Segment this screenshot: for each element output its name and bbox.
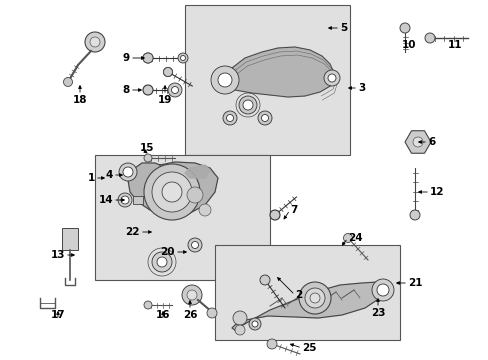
- Circle shape: [63, 77, 72, 86]
- Text: 2: 2: [294, 290, 302, 300]
- Circle shape: [85, 32, 105, 52]
- Circle shape: [309, 293, 319, 303]
- Circle shape: [142, 85, 153, 95]
- Circle shape: [119, 163, 137, 181]
- Circle shape: [223, 111, 237, 125]
- Circle shape: [191, 242, 198, 248]
- Text: 26: 26: [183, 310, 197, 320]
- Circle shape: [163, 68, 172, 77]
- Bar: [215, 245, 399, 340]
- Circle shape: [243, 100, 252, 110]
- Text: 9: 9: [122, 53, 130, 63]
- Bar: [95, 155, 269, 280]
- Circle shape: [182, 285, 202, 305]
- Text: 6: 6: [427, 137, 434, 147]
- Text: 18: 18: [73, 95, 87, 105]
- Circle shape: [239, 96, 257, 114]
- Circle shape: [218, 73, 231, 87]
- Circle shape: [206, 308, 217, 318]
- Circle shape: [199, 204, 210, 216]
- Text: 1: 1: [87, 173, 95, 183]
- Circle shape: [152, 252, 172, 272]
- Text: 5: 5: [339, 23, 346, 33]
- Circle shape: [343, 234, 352, 243]
- Text: 24: 24: [347, 233, 362, 243]
- Circle shape: [298, 282, 330, 314]
- Circle shape: [152, 172, 192, 212]
- Text: 16: 16: [156, 310, 170, 320]
- Text: 23: 23: [370, 308, 385, 318]
- Polygon shape: [404, 131, 430, 153]
- Circle shape: [266, 339, 276, 349]
- Circle shape: [412, 137, 422, 147]
- Circle shape: [371, 279, 393, 301]
- Text: 3: 3: [357, 83, 365, 93]
- Circle shape: [162, 182, 182, 202]
- Text: 10: 10: [401, 40, 416, 50]
- Circle shape: [210, 66, 239, 94]
- Circle shape: [143, 154, 152, 162]
- Circle shape: [399, 23, 409, 33]
- Text: 4: 4: [105, 170, 113, 180]
- Text: 8: 8: [122, 85, 130, 95]
- Text: 12: 12: [429, 187, 444, 197]
- Text: 13: 13: [50, 250, 65, 260]
- Circle shape: [232, 311, 246, 325]
- Circle shape: [143, 301, 152, 309]
- Circle shape: [142, 53, 153, 63]
- Text: 25: 25: [302, 343, 316, 353]
- Polygon shape: [231, 282, 384, 330]
- Circle shape: [187, 238, 202, 252]
- Circle shape: [118, 193, 132, 207]
- Bar: [62, 228, 78, 250]
- Circle shape: [157, 257, 167, 267]
- Text: 20: 20: [160, 247, 175, 257]
- Circle shape: [226, 114, 233, 122]
- Polygon shape: [222, 47, 334, 97]
- Circle shape: [269, 210, 280, 220]
- Circle shape: [261, 114, 268, 122]
- Circle shape: [168, 83, 182, 97]
- Circle shape: [178, 53, 187, 63]
- Circle shape: [143, 164, 200, 220]
- Circle shape: [142, 53, 153, 63]
- Circle shape: [251, 321, 258, 327]
- Circle shape: [376, 284, 388, 296]
- Circle shape: [409, 210, 419, 220]
- Bar: [184, 5, 349, 155]
- Circle shape: [327, 74, 335, 82]
- Circle shape: [186, 290, 197, 300]
- Text: 11: 11: [447, 40, 462, 50]
- Text: 14: 14: [98, 195, 113, 205]
- Circle shape: [424, 33, 434, 43]
- Circle shape: [248, 318, 261, 330]
- Text: 19: 19: [158, 95, 172, 105]
- Circle shape: [90, 37, 100, 47]
- Circle shape: [123, 167, 133, 177]
- Text: 21: 21: [407, 278, 422, 288]
- Polygon shape: [184, 165, 209, 178]
- Text: 17: 17: [51, 310, 65, 320]
- Circle shape: [163, 68, 172, 77]
- Polygon shape: [128, 162, 218, 216]
- Text: 15: 15: [140, 143, 154, 153]
- Circle shape: [305, 288, 325, 308]
- Circle shape: [171, 86, 178, 94]
- Circle shape: [260, 275, 269, 285]
- Text: 22: 22: [125, 227, 140, 237]
- Circle shape: [180, 55, 185, 60]
- Circle shape: [324, 70, 339, 86]
- Circle shape: [186, 187, 203, 203]
- Circle shape: [258, 111, 271, 125]
- Text: 7: 7: [289, 205, 297, 215]
- Bar: [133, 196, 142, 204]
- Circle shape: [121, 196, 129, 204]
- Circle shape: [235, 325, 244, 335]
